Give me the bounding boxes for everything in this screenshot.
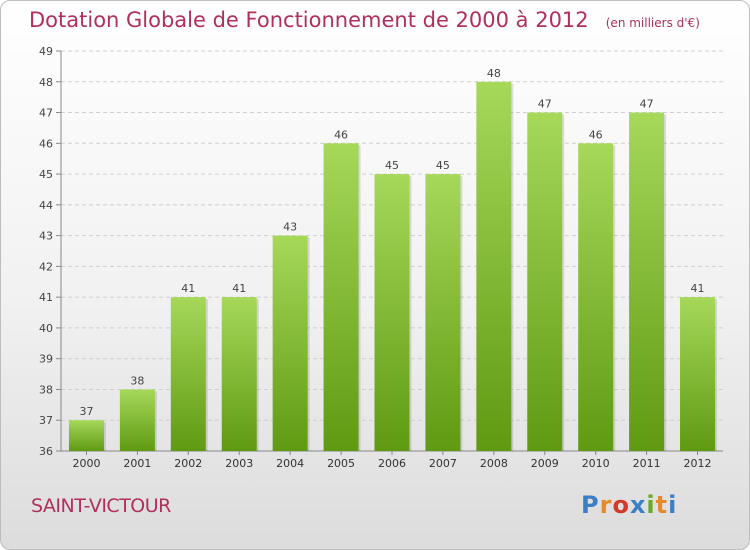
- data-label: 38: [130, 374, 144, 387]
- x-tick-label: 2011: [633, 457, 661, 470]
- x-tick-label: 2005: [327, 457, 355, 470]
- data-label: 47: [538, 98, 552, 111]
- x-tick-label: 2012: [684, 457, 712, 470]
- x-tick-label: 2004: [276, 457, 304, 470]
- y-tick-label: 42: [39, 260, 53, 273]
- proxiti-logo: Proxiti: [581, 491, 678, 519]
- data-label: 41: [181, 282, 195, 295]
- bar-2000: [68, 420, 104, 451]
- data-label: 46: [589, 128, 603, 141]
- x-tick-label: 2002: [174, 457, 202, 470]
- x-tick-label: 2000: [72, 457, 100, 470]
- bar-2007: [425, 174, 461, 452]
- x-tick-label: 2003: [225, 457, 253, 470]
- bar-2004: [272, 235, 308, 451]
- place-name: SAINT-VICTOUR: [31, 495, 171, 517]
- chart-unit: (en milliers d'€): [605, 16, 700, 30]
- x-tick-label: 2007: [429, 457, 457, 470]
- y-tick-label: 40: [39, 322, 53, 335]
- chart-title: Dotation Globale de Fonctionnement de 20…: [29, 8, 589, 32]
- x-tick-label: 2009: [531, 457, 559, 470]
- data-label: 46: [334, 128, 348, 141]
- x-tick-label: 2006: [378, 457, 406, 470]
- bar-2009: [527, 112, 563, 452]
- bar-2010: [578, 143, 614, 452]
- bar-2006: [374, 174, 410, 452]
- bar-2011: [629, 112, 665, 452]
- y-tick-label: 45: [39, 168, 53, 181]
- y-tick-label: 41: [39, 291, 53, 304]
- x-tick-label: 2008: [480, 457, 508, 470]
- bar-2012: [680, 297, 716, 451]
- bar-2002: [170, 297, 206, 451]
- y-tick-label: 43: [39, 230, 53, 243]
- data-label: 43: [283, 221, 297, 234]
- y-tick-label: 49: [39, 45, 53, 58]
- data-label: 45: [436, 159, 450, 172]
- y-tick-label: 47: [39, 107, 53, 120]
- y-tick-label: 48: [39, 76, 53, 89]
- bar-2008: [476, 81, 512, 452]
- bar-2003: [221, 297, 257, 451]
- y-tick-label: 36: [39, 445, 53, 458]
- data-label: 48: [487, 67, 501, 80]
- y-tick-label: 44: [39, 199, 53, 212]
- data-label: 41: [232, 282, 246, 295]
- data-label: 45: [385, 159, 399, 172]
- y-tick-label: 46: [39, 137, 53, 150]
- data-label: 37: [79, 405, 93, 418]
- bar-2005: [323, 143, 359, 452]
- y-tick-label: 37: [39, 414, 53, 427]
- x-tick-label: 2001: [123, 457, 151, 470]
- data-label: 41: [691, 282, 705, 295]
- y-tick-label: 39: [39, 353, 53, 366]
- bar-2001: [119, 389, 155, 451]
- chart-title-block: Dotation Globale de Fonctionnement de 20…: [29, 8, 700, 32]
- y-tick-label: 38: [39, 383, 53, 396]
- x-tick-label: 2010: [582, 457, 610, 470]
- data-label: 47: [640, 98, 654, 111]
